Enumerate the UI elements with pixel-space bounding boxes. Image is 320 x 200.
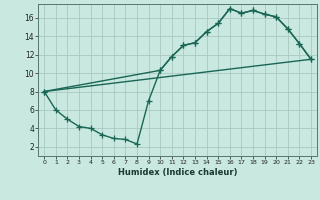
X-axis label: Humidex (Indice chaleur): Humidex (Indice chaleur) bbox=[118, 168, 237, 177]
